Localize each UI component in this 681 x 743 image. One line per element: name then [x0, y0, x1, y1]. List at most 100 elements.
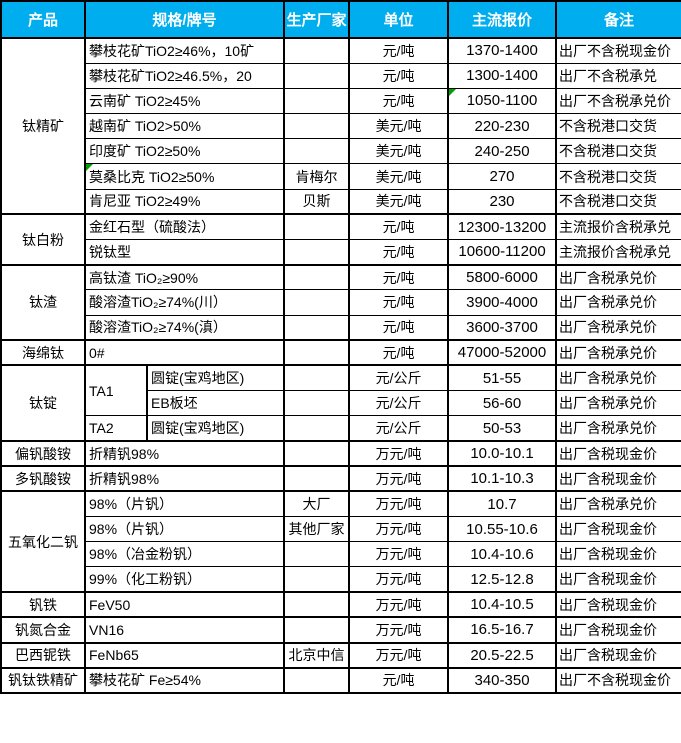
unit-cell: 元/吨	[348, 213, 449, 241]
maker-cell	[283, 591, 350, 618]
price-cell: 56-60	[447, 390, 557, 417]
product-cell: 钛白粉	[0, 213, 86, 266]
price-cell: 1370-1400	[447, 36, 557, 64]
table-row: 多钒酸铵 折精钒98% 万元/吨 10.1-10.3 出厂含税现金价	[0, 465, 681, 492]
note-cell: 出厂不含税现金价	[555, 666, 681, 694]
note-cell: 不含税港口交货	[555, 113, 681, 140]
maker-cell	[283, 263, 350, 291]
unit-cell: 元/公斤	[348, 364, 449, 392]
header-spec: 规格/牌号	[83, 0, 285, 39]
spec-cell: 0#	[83, 339, 285, 366]
product-cell: 钒铁	[0, 591, 86, 618]
unit-cell: 万元/吨	[348, 439, 449, 467]
maker-cell	[283, 415, 350, 442]
spec-cell: 云南矿 TiO2≥45%	[83, 87, 285, 115]
spec-cell: 攀枝花矿TiO2≥46.5%，20	[83, 62, 285, 89]
unit-cell: 元/吨	[348, 62, 449, 89]
unit-cell: 万元/吨	[348, 591, 449, 618]
note-cell: 出厂含税承兑价	[555, 490, 681, 518]
spec-cell: 越南矿 TiO2>50%	[83, 113, 285, 140]
table-row: 钛白粉 金红石型（硫酸法） 元/吨 12300-13200 主流报价含税承兑	[0, 213, 681, 266]
price-cell: 10.7	[447, 490, 557, 518]
note-cell: 出厂不含税现金价	[555, 36, 681, 64]
table-row: 钛精矿 攀枝花矿TiO2≥46%，10矿 元/吨 1370-1400 出厂不含税现金价	[0, 36, 681, 215]
table-row: TA2 圆锭(宝鸡地区) 元/公斤 50-53 出厂含税承兑价	[1, 415, 681, 442]
table-row: 钒氮合金 VN16 万元/吨 16.5-16.7 出厂含税现金价	[0, 616, 681, 644]
price-cell: 220-230	[447, 113, 557, 140]
product-cell: 钛渣	[0, 263, 86, 341]
maker-cell	[283, 87, 350, 115]
unit-cell: 元/吨	[348, 314, 449, 341]
table-row: 钒铁 FeV50 万元/吨 10.4-10.5 出厂含税现金价	[0, 591, 681, 618]
table-row: 印度矿 TiO2≥50% 美元/吨 240-250 不含税港口交货	[1, 138, 681, 165]
note-cell: 出厂含税承兑价	[555, 364, 681, 392]
product-cell: 五氧化二钒	[0, 490, 86, 593]
maker-cell: 北京中信	[283, 641, 350, 669]
note-cell: 出厂含税现金价	[555, 641, 681, 669]
price-cell: 270	[447, 163, 557, 190]
commodity-price-table: 产品 规格/牌号 生产厂家 单位 主流报价 备注 钛精矿 攀枝花矿TiO2≥46%…	[0, 0, 681, 694]
table-row: 肯尼亚 TiO2≥49% 贝斯 美元/吨 230 不含税港口交货	[1, 188, 681, 215]
table-row: 98%（片钒） 其他厂家 万元/吨 10.55-10.6 出厂含税现金价	[1, 516, 681, 543]
price-cell: 230	[447, 188, 557, 215]
spec-cell: FeNb65	[83, 641, 285, 669]
spec-cell: 酸溶渣TiO₂≥74%(滇）	[83, 314, 285, 341]
price-cell: 340-350	[447, 666, 557, 694]
table-row: 酸溶渣TiO₂≥74%(川） 元/吨 3900-4000 出厂含税承兑价	[1, 289, 681, 316]
unit-cell: 元/公斤	[348, 415, 449, 442]
product-cell: 海绵钛	[0, 339, 86, 366]
spec-cell: 98%（冶金粉钒）	[83, 541, 285, 568]
note-cell: 主流报价含税承兑	[555, 238, 681, 266]
table-row: 偏钒酸铵 折精钒98% 万元/吨 10.0-10.1 出厂含税现金价	[0, 439, 681, 467]
note-cell: 出厂含税承兑价	[555, 390, 681, 417]
product-cell: 偏钒酸铵	[0, 439, 86, 467]
maker-cell	[283, 62, 350, 89]
maker-cell	[283, 289, 350, 316]
maker-cell	[283, 238, 350, 266]
table-row: 锐钛型 元/吨 10600-11200 主流报价含税承兑	[1, 238, 681, 266]
table-row: 98%（冶金粉钒） 万元/吨 10.4-10.6 出厂含税现金价	[1, 541, 681, 568]
table-row: 越南矿 TiO2>50% 美元/吨 220-230 不含税港口交货	[1, 113, 681, 140]
maker-cell	[283, 339, 350, 366]
note-cell: 出厂含税现金价	[555, 591, 681, 618]
maker-cell: 其他厂家	[283, 516, 350, 543]
note-cell: 出厂含税现金价	[555, 566, 681, 593]
note-cell: 出厂不含税承兑	[555, 62, 681, 89]
maker-cell	[283, 36, 350, 64]
spec-cell: 圆锭(宝鸡地区)	[145, 415, 285, 442]
note-cell: 出厂含税现金价	[555, 439, 681, 467]
price-cell: 50-53	[447, 415, 557, 442]
unit-cell: 万元/吨	[348, 465, 449, 492]
price-cell: 51-55	[447, 364, 557, 392]
unit-cell: 万元/吨	[348, 490, 449, 518]
price-cell: 240-250	[447, 138, 557, 165]
header-product: 产品	[0, 0, 86, 39]
green-corner-marker-icon	[450, 89, 457, 96]
note-cell: 出厂含税承兑价	[555, 289, 681, 316]
unit-cell: 美元/吨	[348, 138, 449, 165]
unit-cell: 万元/吨	[348, 566, 449, 593]
price-cell: 10.55-10.6	[447, 516, 557, 543]
price-cell: 10.0-10.1	[447, 439, 557, 467]
spec-cell: VN16	[83, 616, 285, 644]
table-row: 钛锭 TA1 圆锭(宝鸡地区) 元/公斤 51-55 出厂含税承兑价	[0, 364, 681, 442]
unit-cell: 元/吨	[348, 289, 449, 316]
price-cell: 10.4-10.6	[447, 541, 557, 568]
product-cell: 钛锭	[0, 364, 86, 442]
table-body: 钛精矿 攀枝花矿TiO2≥46%，10矿 元/吨 1370-1400 出厂不含税现金价攀…	[0, 36, 681, 694]
spec-cell: 攀枝花矿 Fe≥54%	[83, 666, 285, 694]
maker-cell	[283, 541, 350, 568]
spec-cell: 折精钒98%	[83, 439, 285, 467]
table-row: 云南矿 TiO2≥45% 元/吨 1050-1100 出厂不含税承兑价	[1, 87, 681, 115]
table-row: 巴西铌铁 FeNb65 北京中信 万元/吨 20.5-22.5 出厂含税现金价	[0, 641, 681, 669]
unit-cell: 万元/吨	[348, 541, 449, 568]
spec-cell: 锐钛型	[83, 238, 285, 266]
note-cell: 出厂不含税承兑价	[555, 87, 681, 115]
spec-cell: EB板坯	[145, 390, 285, 417]
unit-cell: 美元/吨	[348, 113, 449, 140]
grade-cell: TA1	[84, 364, 148, 417]
unit-cell: 元/吨	[348, 238, 449, 266]
price-cell: 20.5-22.5	[447, 641, 557, 669]
price-cell: 12300-13200	[447, 213, 557, 241]
maker-cell	[283, 439, 350, 467]
